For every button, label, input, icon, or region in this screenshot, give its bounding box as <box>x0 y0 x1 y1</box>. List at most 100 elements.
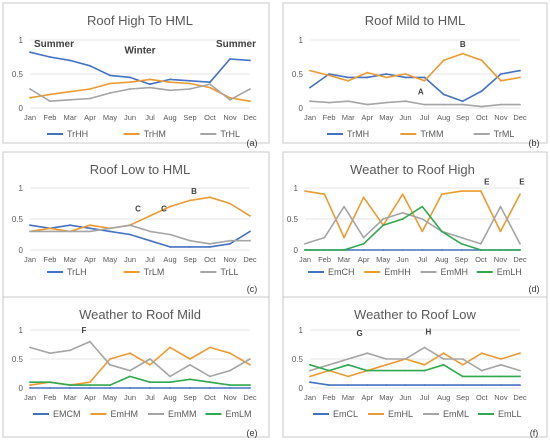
data-point <box>109 82 111 85</box>
legend-label: TrMM <box>420 129 443 139</box>
x-tick-label: Mar <box>342 113 355 122</box>
x-tick-label: Mar <box>338 255 351 264</box>
data-point <box>149 215 151 217</box>
data-point <box>89 224 91 227</box>
data-point <box>149 239 151 242</box>
data-point <box>209 83 211 86</box>
data-point <box>49 100 51 103</box>
data-point <box>29 381 31 384</box>
data-point <box>500 363 502 366</box>
data-point <box>440 249 443 251</box>
legend-label: EmML <box>443 409 469 419</box>
data-point <box>343 205 345 208</box>
y-tick-label: 1 <box>299 326 304 335</box>
data-point <box>109 363 111 366</box>
series-line-TrML <box>309 100 520 108</box>
data-point <box>423 363 426 366</box>
data-point <box>519 193 521 196</box>
data-point <box>209 242 211 245</box>
data-point <box>229 369 231 372</box>
legend-label: TrHH <box>67 129 88 139</box>
data-point <box>404 384 407 386</box>
data-point <box>129 375 131 378</box>
data-point <box>366 103 369 106</box>
data-point <box>109 92 111 94</box>
data-point <box>460 249 463 251</box>
y-tick-label: 0 <box>19 104 24 113</box>
data-point <box>347 76 350 79</box>
data-point <box>89 64 91 67</box>
x-tick-label: Apr <box>358 255 370 264</box>
legend-label: EmHL <box>388 409 413 419</box>
legend-label: TrLH <box>67 267 87 277</box>
data-point <box>480 249 482 251</box>
data-point <box>189 239 191 242</box>
data-point <box>249 230 251 233</box>
chart-title: Weather to Roof High <box>350 162 475 177</box>
legend-label: EmLH <box>497 267 522 277</box>
data-point <box>460 242 463 245</box>
annotation: F <box>82 326 87 335</box>
data-point <box>423 369 426 372</box>
x-tick-label: Feb <box>44 255 57 264</box>
data-point <box>129 352 131 355</box>
data-point <box>149 83 151 86</box>
data-point <box>423 76 426 79</box>
x-tick-label: May <box>103 113 117 122</box>
data-point <box>29 51 31 54</box>
data-point <box>49 230 51 233</box>
x-tick-label: Nov <box>223 113 237 122</box>
data-point <box>109 384 111 386</box>
x-tick-label: Jul <box>145 113 155 122</box>
data-point <box>189 79 191 82</box>
x-tick-label: Oct <box>476 393 489 402</box>
data-point <box>169 375 171 378</box>
legend-label: EmMM <box>168 409 197 419</box>
x-tick-label: Apr <box>361 393 373 402</box>
data-point <box>347 358 350 360</box>
data-point <box>362 236 365 239</box>
data-point <box>149 381 151 384</box>
annotation: Winter <box>124 46 155 57</box>
x-tick-label: Mar <box>64 393 77 402</box>
data-point <box>69 387 71 389</box>
data-point <box>401 249 404 251</box>
annotation: C <box>161 205 167 214</box>
x-tick-label: Sep <box>183 393 196 402</box>
data-point <box>89 340 91 343</box>
data-point <box>500 358 502 360</box>
data-point <box>29 346 31 349</box>
series-line-EmHL <box>309 352 521 378</box>
data-point <box>499 249 502 251</box>
data-point <box>421 230 424 233</box>
data-point <box>229 202 231 205</box>
y-tick-label: 1 <box>19 36 24 45</box>
data-point <box>385 73 388 75</box>
x-tick-label: Dec <box>243 393 257 402</box>
data-point <box>209 375 211 378</box>
y-tick-label: 1 <box>294 184 299 193</box>
x-tick-label: Oct <box>476 113 489 122</box>
data-point <box>69 384 71 386</box>
data-point <box>328 101 330 104</box>
data-point <box>309 100 311 103</box>
data-point <box>249 384 251 386</box>
x-tick-label: May <box>376 255 390 264</box>
x-tick-label: Jan <box>304 113 316 122</box>
series-line-TrHL <box>29 83 251 102</box>
data-point <box>189 363 191 366</box>
x-tick-label: Jun <box>124 393 136 402</box>
panel-label: (e) <box>247 428 258 438</box>
x-tick-label: Jun <box>399 393 411 402</box>
data-point <box>519 242 521 245</box>
data-point <box>500 79 502 82</box>
x-tick-label: Mar <box>64 255 77 264</box>
x-tick-label: Jul <box>420 113 430 122</box>
data-point <box>366 76 369 79</box>
data-point <box>29 230 31 233</box>
data-point <box>309 86 311 89</box>
x-tick-label: Feb <box>323 393 336 402</box>
data-point <box>89 384 91 386</box>
data-point <box>129 76 131 79</box>
annotation: Summer <box>216 39 256 50</box>
